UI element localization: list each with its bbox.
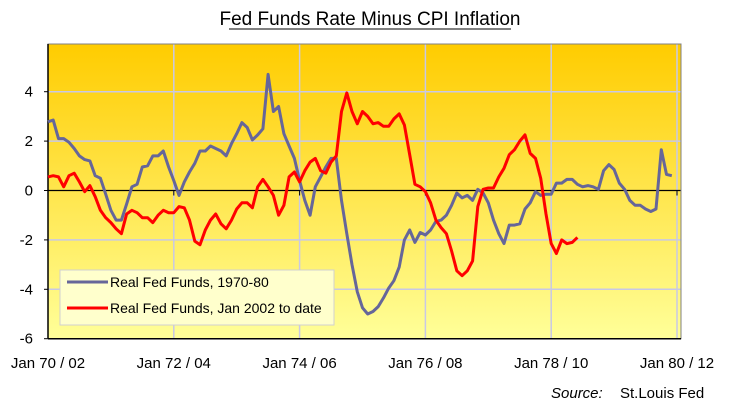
series-line-0 — [47, 72, 673, 316]
x-tick-label: Jan 80 / 12 — [640, 355, 714, 372]
y-tick-label: -4 — [20, 281, 33, 298]
x-tick-label: Jan 70 / 02 — [11, 355, 85, 372]
y-tick-label: -2 — [20, 232, 33, 249]
y-tick-label: 2 — [25, 133, 33, 150]
x-tick-label: Jan 72 / 04 — [137, 355, 211, 372]
y-tick-label: 4 — [25, 84, 33, 101]
source-name: St.Louis Fed — [620, 385, 704, 402]
y-tick-label: 0 — [25, 183, 33, 200]
legend-box — [59, 269, 335, 326]
x-tick-label: Jan 76 / 08 — [388, 355, 462, 372]
series-line-1 — [47, 91, 579, 278]
x-tick-label: Jan 74 / 06 — [262, 355, 336, 372]
legend-label-2002: Real Fed Funds, Jan 2002 to date — [110, 300, 322, 316]
source-label: Source: — [551, 385, 603, 402]
legend: Real Fed Funds, 1970-80 Real Fed Funds, … — [59, 269, 335, 326]
legend-label-1970-80: Real Fed Funds, 1970-80 — [110, 274, 269, 290]
x-tick-label: Jan 78 / 10 — [514, 355, 588, 372]
y-tick-label: -6 — [20, 331, 33, 348]
chart-title: Fed Funds Rate Minus CPI Inflation — [220, 9, 521, 30]
